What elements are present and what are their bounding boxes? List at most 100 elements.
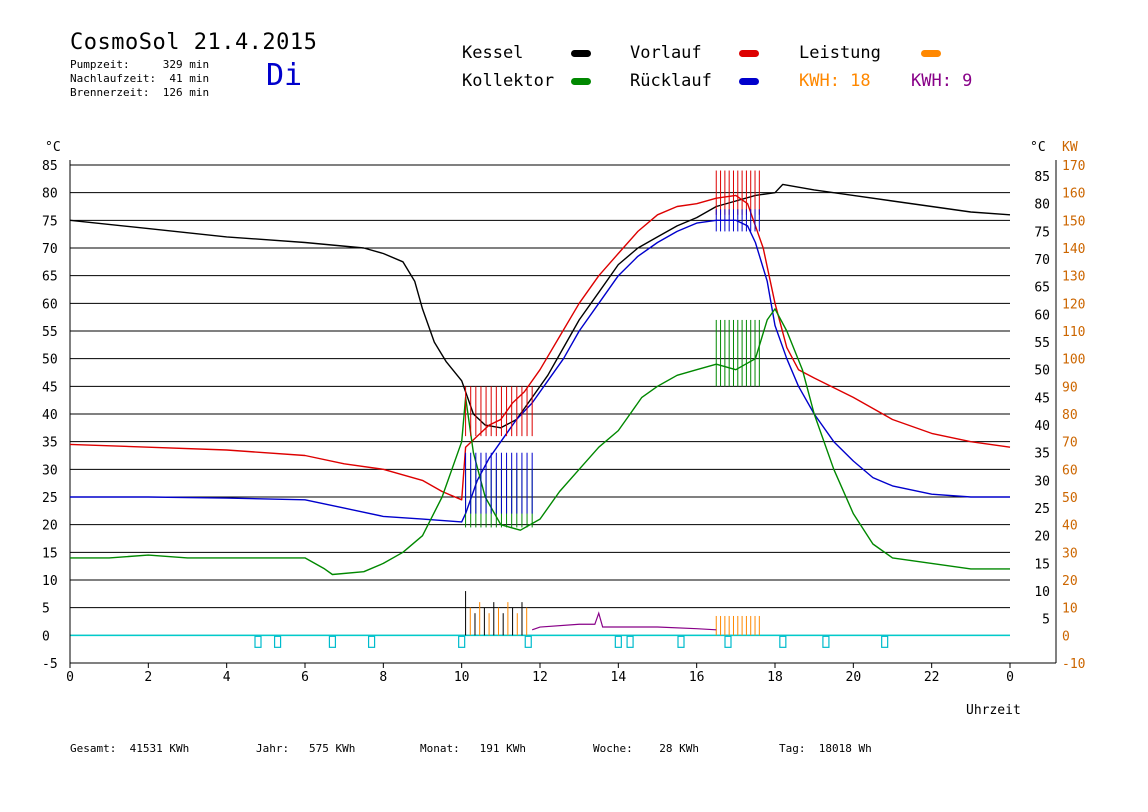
kw-tick-label: 50 bbox=[1062, 491, 1078, 506]
kw-tick-label: 140 bbox=[1062, 242, 1085, 257]
burner-time: Brennerzeit: 126 min bbox=[70, 86, 210, 99]
power-plateau bbox=[531, 611, 717, 631]
footer-month: Monat: 191 KWh bbox=[420, 742, 526, 755]
pump-marker bbox=[677, 635, 685, 648]
legend-kollektor-swatch bbox=[571, 78, 591, 85]
pump-marker bbox=[524, 635, 532, 648]
y-tick-label-right: 65 bbox=[1034, 281, 1050, 296]
y-tick-label-right: 10 bbox=[1034, 585, 1050, 600]
legend-kwh-1: KWH: 18 bbox=[799, 71, 871, 91]
y-tick-label-right: 15 bbox=[1034, 557, 1050, 572]
kw-tick-label: 160 bbox=[1062, 187, 1085, 202]
x-tick-label: 16 bbox=[689, 670, 705, 685]
x-tick-label: 10 bbox=[454, 670, 470, 685]
pump-marker bbox=[724, 635, 732, 648]
y-tick-label-right: 40 bbox=[1034, 419, 1050, 434]
kw-tick-label: 10 bbox=[1062, 602, 1078, 617]
x-tick-label: 14 bbox=[611, 670, 627, 685]
legend-kessel-swatch bbox=[571, 50, 591, 57]
y-tick-label-left: 55 bbox=[42, 325, 58, 340]
x-tick-label: 8 bbox=[379, 670, 387, 685]
y-tick-label-right: 80 bbox=[1034, 198, 1050, 213]
tick-labels: -505101520253035404550556065707580855101… bbox=[42, 140, 1085, 718]
axes bbox=[69, 160, 1057, 668]
y-tick-label-left: 80 bbox=[42, 187, 58, 202]
x-tick-label: 2 bbox=[144, 670, 152, 685]
y-tick-label-left: 75 bbox=[42, 214, 58, 229]
y-tick-label-right: 35 bbox=[1034, 447, 1050, 462]
footer-week: Woche: 28 KWh bbox=[593, 742, 699, 755]
kw-tick-label: 60 bbox=[1062, 463, 1078, 478]
kw-tick-label: 120 bbox=[1062, 297, 1085, 312]
pump-marker bbox=[822, 635, 830, 648]
kw-tick-label: 30 bbox=[1062, 546, 1078, 561]
y-tick-label-left: 40 bbox=[42, 408, 58, 423]
pump-marker bbox=[328, 635, 337, 648]
kw-tick-label: -10 bbox=[1062, 657, 1085, 672]
kw-tick-label: 20 bbox=[1062, 574, 1078, 589]
footer-year: Jahr: 575 KWh bbox=[256, 742, 356, 755]
kw-tick-label: 40 bbox=[1062, 519, 1078, 534]
pump-marker bbox=[254, 635, 262, 648]
y-tick-label-left: 70 bbox=[42, 242, 58, 257]
run-time-info: Pumpzeit: 329 min Nachlaufzeit: 41 min B… bbox=[70, 58, 209, 100]
legend-leistung-swatch bbox=[921, 50, 941, 57]
y-tick-label-right: 70 bbox=[1034, 253, 1050, 268]
pump-marker bbox=[367, 635, 376, 648]
y-tick-label-left: 20 bbox=[42, 519, 58, 534]
kw-tick-label: 170 bbox=[1062, 159, 1085, 174]
x-tick-label: 4 bbox=[223, 670, 231, 685]
y-tick-label-left: 0 bbox=[42, 629, 50, 644]
x-tick-label: 22 bbox=[924, 670, 940, 685]
kw-tick-label: 130 bbox=[1062, 270, 1085, 285]
y-tick-label-right: 85 bbox=[1034, 170, 1050, 185]
y-tick-label-right: 20 bbox=[1034, 530, 1050, 545]
series-line-kessel bbox=[69, 183, 1011, 429]
legend-ruecklauf-swatch bbox=[739, 78, 759, 85]
y-tick-label-right: 75 bbox=[1034, 225, 1050, 240]
footer-day: Tag: 18018 Wh bbox=[779, 742, 872, 755]
y-tick-label-right: 5 bbox=[1042, 613, 1050, 628]
kw-unit: KW bbox=[1062, 140, 1078, 155]
pump-time: Pumpzeit: 329 min bbox=[70, 58, 210, 71]
page-title: CosmoSol 21.4.2015 bbox=[70, 30, 318, 55]
pump-markers bbox=[254, 635, 889, 648]
y-tick-label-left: 15 bbox=[42, 546, 58, 561]
x-tick-label: 12 bbox=[532, 670, 548, 685]
pump-marker bbox=[779, 635, 787, 648]
y-tick-label-left: 60 bbox=[42, 297, 58, 312]
y-tick-label-right: 50 bbox=[1034, 364, 1050, 379]
kw-tick-label: 110 bbox=[1062, 325, 1085, 340]
y-tick-label-left: 10 bbox=[42, 574, 58, 589]
pump-marker bbox=[273, 635, 282, 648]
y-tick-label-right: 30 bbox=[1034, 474, 1050, 489]
y-unit-right: °C bbox=[1030, 140, 1046, 155]
y-tick-label-left: 85 bbox=[42, 159, 58, 174]
legend-kollektor: Kollektor bbox=[462, 71, 555, 91]
series-line-vorlauf bbox=[69, 194, 1011, 501]
kw-tick-label: 0 bbox=[1062, 629, 1070, 644]
x-tick-label: 0 bbox=[1006, 670, 1014, 685]
kw-tick-label: 70 bbox=[1062, 436, 1078, 451]
footer-total: Gesamt: 41531 KWh bbox=[70, 742, 190, 755]
y-tick-label-right: 55 bbox=[1034, 336, 1050, 351]
y-unit-left: °C bbox=[45, 140, 61, 155]
kw-tick-label: 80 bbox=[1062, 408, 1078, 423]
x-tick-label: 6 bbox=[301, 670, 309, 685]
pump-marker bbox=[881, 635, 889, 648]
y-tick-label-left: 25 bbox=[42, 491, 58, 506]
x-tick-label: 20 bbox=[846, 670, 862, 685]
series-line-kollektor bbox=[70, 308, 1010, 576]
kw-tick-label: 150 bbox=[1062, 214, 1085, 229]
legend-vorlauf: Vorlauf bbox=[630, 43, 702, 63]
legend-kwh-2: KWH: 9 bbox=[911, 71, 973, 91]
legend-leistung: Leistung bbox=[799, 43, 881, 63]
kw-tick-label: 100 bbox=[1062, 353, 1085, 368]
followup-time: Nachlaufzeit: 41 min bbox=[70, 72, 210, 85]
weekday-label: Di bbox=[266, 58, 303, 93]
x-tick-label: 18 bbox=[767, 670, 783, 685]
kw-tick-label: 90 bbox=[1062, 380, 1078, 395]
series-line-rücklauf bbox=[70, 219, 1010, 523]
pump-marker bbox=[614, 635, 622, 648]
